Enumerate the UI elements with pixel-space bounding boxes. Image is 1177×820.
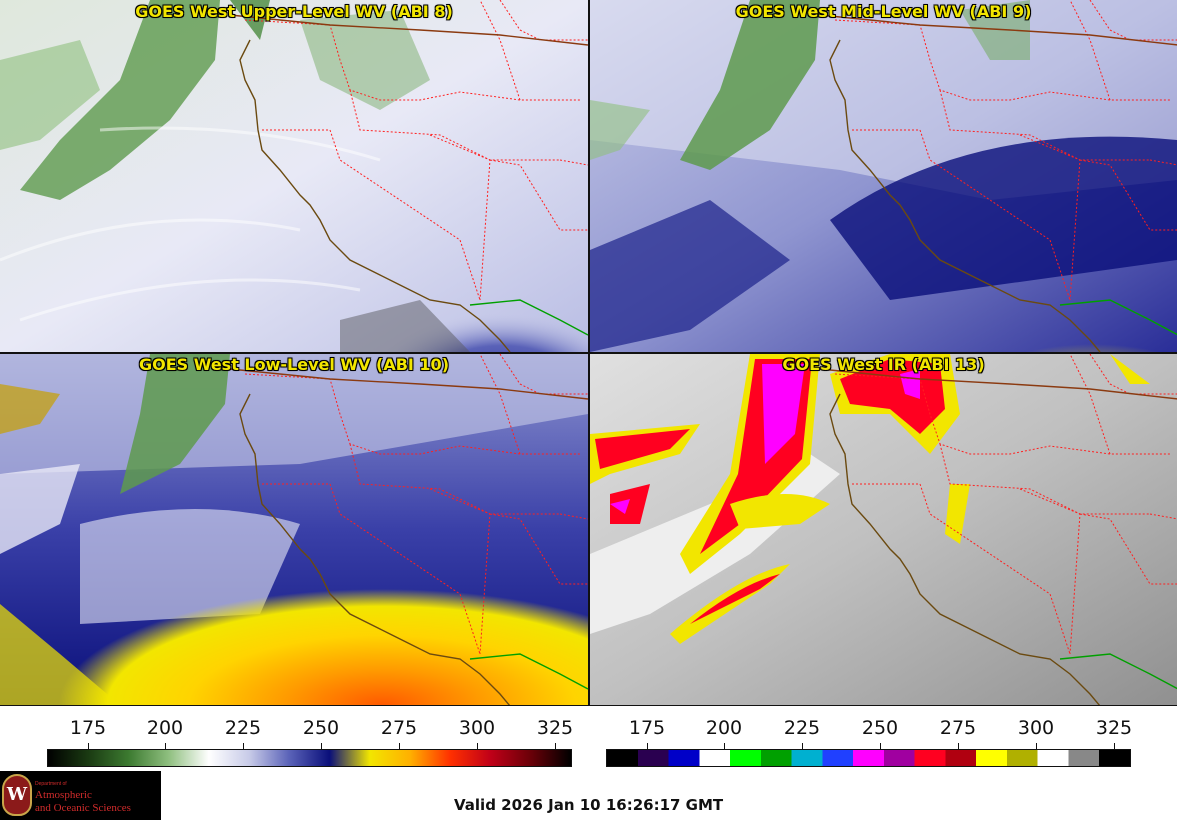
ir-tick-mark xyxy=(647,743,648,749)
state-border xyxy=(1079,159,1177,231)
state-border xyxy=(349,89,560,161)
logo-dept-text: Department of xyxy=(35,781,67,787)
coastline xyxy=(829,393,1101,705)
mid-level-wv-panel xyxy=(590,0,1177,352)
ir-tick-label: 250 xyxy=(861,717,899,739)
state-border xyxy=(244,19,580,101)
wv-tick-mark xyxy=(555,743,556,749)
wv-tick-label: 300 xyxy=(458,717,496,739)
mexico-coast xyxy=(1059,653,1177,690)
state-border xyxy=(262,129,481,301)
ir-tick-label: 175 xyxy=(628,717,666,739)
ir-color-ramp xyxy=(606,749,1131,767)
upper-level-wv-title: GOES West Upper-Level WV (ABI 8) xyxy=(135,2,453,21)
low-level-wv-panel xyxy=(0,354,588,705)
ir-tick-label: 225 xyxy=(783,717,821,739)
valid-time: Valid 2026 Jan 10 16:26:17 GMT xyxy=(454,796,724,814)
wv-tick-mark xyxy=(399,743,400,749)
ir-tick-mark xyxy=(880,743,881,749)
state-border xyxy=(939,443,1150,515)
state-border xyxy=(559,159,589,166)
state-border xyxy=(939,89,1150,161)
mexico-coast xyxy=(469,653,589,690)
wv-tick-label: 225 xyxy=(224,717,262,739)
state-border xyxy=(852,483,1071,655)
state-border xyxy=(834,373,1170,455)
state-border xyxy=(244,373,580,455)
state-border xyxy=(489,159,588,231)
wv-tick-mark xyxy=(88,743,89,749)
wv-tick-mark xyxy=(477,743,478,749)
wv-color-ramp xyxy=(47,749,572,767)
ir-tick-mark xyxy=(1114,743,1115,749)
mexico-coast xyxy=(469,299,589,336)
upper-level-wv-imagery xyxy=(0,0,588,352)
state-border xyxy=(1149,513,1177,520)
map-outline-group xyxy=(819,353,1177,705)
mexico-coast xyxy=(1059,299,1177,336)
coastline xyxy=(239,393,511,705)
logo-line1: Atmospheric xyxy=(35,789,92,801)
state-border xyxy=(1019,134,1081,301)
mid-level-wv-title: GOES West Mid-Level WV (ABI 9) xyxy=(735,2,1032,21)
ir-tick-label: 300 xyxy=(1017,717,1055,739)
wv-tick-label: 275 xyxy=(380,717,418,739)
ir-tick-label: 200 xyxy=(705,717,743,739)
aos-logo: W Department of Atmospheric and Oceanic … xyxy=(0,771,161,820)
horizontal-divider xyxy=(0,352,1177,354)
state-border xyxy=(429,488,491,655)
state-border xyxy=(1069,0,1111,101)
wv-tick-label: 250 xyxy=(302,717,340,739)
ir-tick-mark xyxy=(802,743,803,749)
state-border xyxy=(1019,488,1081,655)
country-border xyxy=(229,368,589,400)
bottom-border xyxy=(0,705,1177,706)
map-outline-group xyxy=(229,353,589,705)
wv-tick-label: 325 xyxy=(536,717,574,739)
wv-tick-label: 175 xyxy=(69,717,107,739)
ir-tick-label: 325 xyxy=(1095,717,1133,739)
state-border xyxy=(1079,513,1177,585)
coastline xyxy=(239,39,511,353)
state-border xyxy=(834,19,1170,101)
state-border xyxy=(262,483,481,655)
wv-tick-label: 200 xyxy=(146,717,184,739)
state-border xyxy=(479,0,521,101)
low-level-wv-title: GOES West Low-Level WV (ABI 10) xyxy=(138,355,449,374)
ir-tick-mark xyxy=(724,743,725,749)
ir-tick-mark xyxy=(958,743,959,749)
infrared-colorbar: 175 200 225 250 275 300 325 xyxy=(606,715,1133,770)
uw-seal-icon: W xyxy=(2,774,32,816)
low-level-wv-imagery xyxy=(0,354,588,705)
state-border xyxy=(479,353,521,455)
wv-tick-mark xyxy=(165,743,166,749)
ir-tick-mark xyxy=(1036,743,1037,749)
state-border xyxy=(429,134,491,301)
water-vapor-colorbar: 175 200 225 250 275 300 325 xyxy=(47,715,574,770)
upper-level-wv-panel xyxy=(0,0,588,352)
country-border xyxy=(819,14,1177,46)
map-outline-group xyxy=(229,0,589,353)
state-border xyxy=(1149,159,1177,166)
state-border xyxy=(559,513,589,520)
coastline xyxy=(829,39,1101,353)
map-overlays xyxy=(229,0,1177,705)
ir-title: GOES West IR (ABI 13) xyxy=(782,355,985,374)
wv-tick-mark xyxy=(321,743,322,749)
map-outline-group xyxy=(819,0,1177,353)
wv-tick-mark xyxy=(243,743,244,749)
state-border xyxy=(349,443,560,515)
state-border xyxy=(852,129,1071,301)
logo-line2: and Oceanic Sciences xyxy=(35,802,131,814)
ir-tick-label: 275 xyxy=(939,717,977,739)
country-border xyxy=(819,368,1177,400)
state-border xyxy=(1069,353,1111,455)
country-border xyxy=(229,14,589,46)
state-border xyxy=(489,513,588,585)
mid-level-wv-imagery xyxy=(590,0,1177,352)
